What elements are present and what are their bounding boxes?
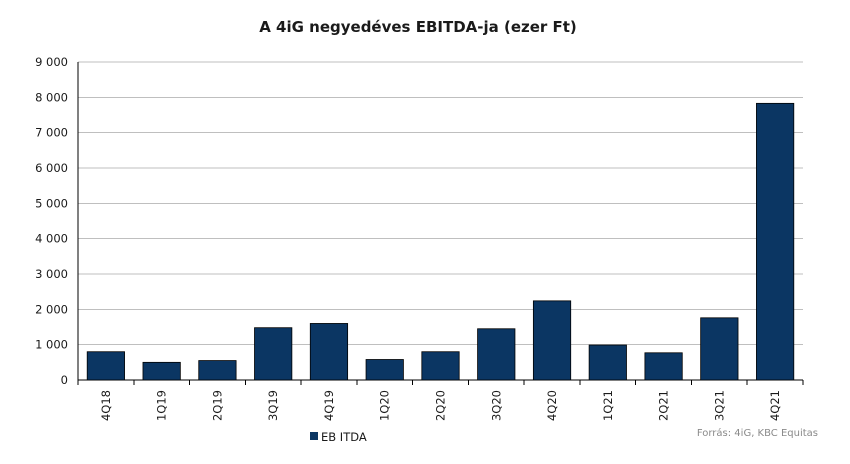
x-tick-label: 1Q21	[601, 390, 615, 421]
y-axis: 0 1 000 2 000 3 000 4 000 5 000 6 000 7 000 8 00…	[35, 55, 79, 387]
bar-4q19	[309, 323, 349, 381]
bar-2q20	[421, 351, 460, 381]
gridlines	[78, 61, 803, 381]
bar-1q21	[588, 344, 627, 381]
y-tick-label: 3 000	[35, 267, 68, 281]
bar-2q19	[198, 360, 237, 381]
x-tick-label: 3Q21	[712, 390, 726, 421]
x-tick-label: 2Q20	[434, 390, 448, 421]
legend-swatch	[310, 432, 318, 440]
bar-3q19	[254, 327, 293, 381]
legend: EB ITDA	[310, 430, 367, 444]
y-tick-label: 8 000	[35, 90, 68, 104]
y-tick-label: 6 000	[35, 161, 68, 175]
chart-title: A 4iG negyedéves EBITDA-ja (ezer Ft)	[259, 18, 577, 36]
y-tick-label: 9 000	[35, 55, 68, 69]
x-axis: 4Q18 1Q19 2Q19 3Q19 4Q19 1Q20 2Q20 3Q20 4Q20 1Q21…	[77, 380, 804, 421]
bar-4q21	[756, 102, 795, 381]
y-tick-label: 4 000	[35, 232, 68, 246]
x-tick-label: 4Q20	[545, 390, 559, 421]
x-tick-label: 4Q19	[322, 390, 336, 421]
x-tick-label: 3Q20	[489, 390, 503, 421]
y-tick-label: 0	[61, 373, 68, 387]
x-tick-label: 2Q19	[210, 390, 224, 421]
x-tick-label: 1Q19	[155, 390, 169, 421]
y-tick-label: 7 000	[35, 126, 68, 140]
bar-3q21	[700, 317, 739, 381]
source-note: Forrás: 4iG, KBC Equitas	[697, 427, 818, 439]
x-tick-label: 3Q19	[266, 390, 280, 421]
x-tick-label: 1Q20	[378, 390, 392, 421]
y-tick-label: 2 000	[35, 302, 68, 316]
bar-4q18	[86, 351, 125, 381]
x-tick-label: 4Q21	[768, 390, 782, 421]
bar-3q20	[477, 328, 516, 381]
x-tick-label: 2Q21	[657, 390, 671, 421]
bar-1q20	[365, 359, 404, 381]
bars	[86, 102, 795, 381]
y-tick-label: 1 000	[35, 338, 68, 352]
bar-4q20	[532, 300, 572, 381]
y-tick-label: 5 000	[35, 196, 68, 210]
bar-1q19	[142, 361, 181, 381]
bar-2q21	[644, 352, 683, 381]
legend-label: EB ITDA	[321, 430, 367, 444]
x-tick-label: 4Q18	[99, 390, 113, 421]
